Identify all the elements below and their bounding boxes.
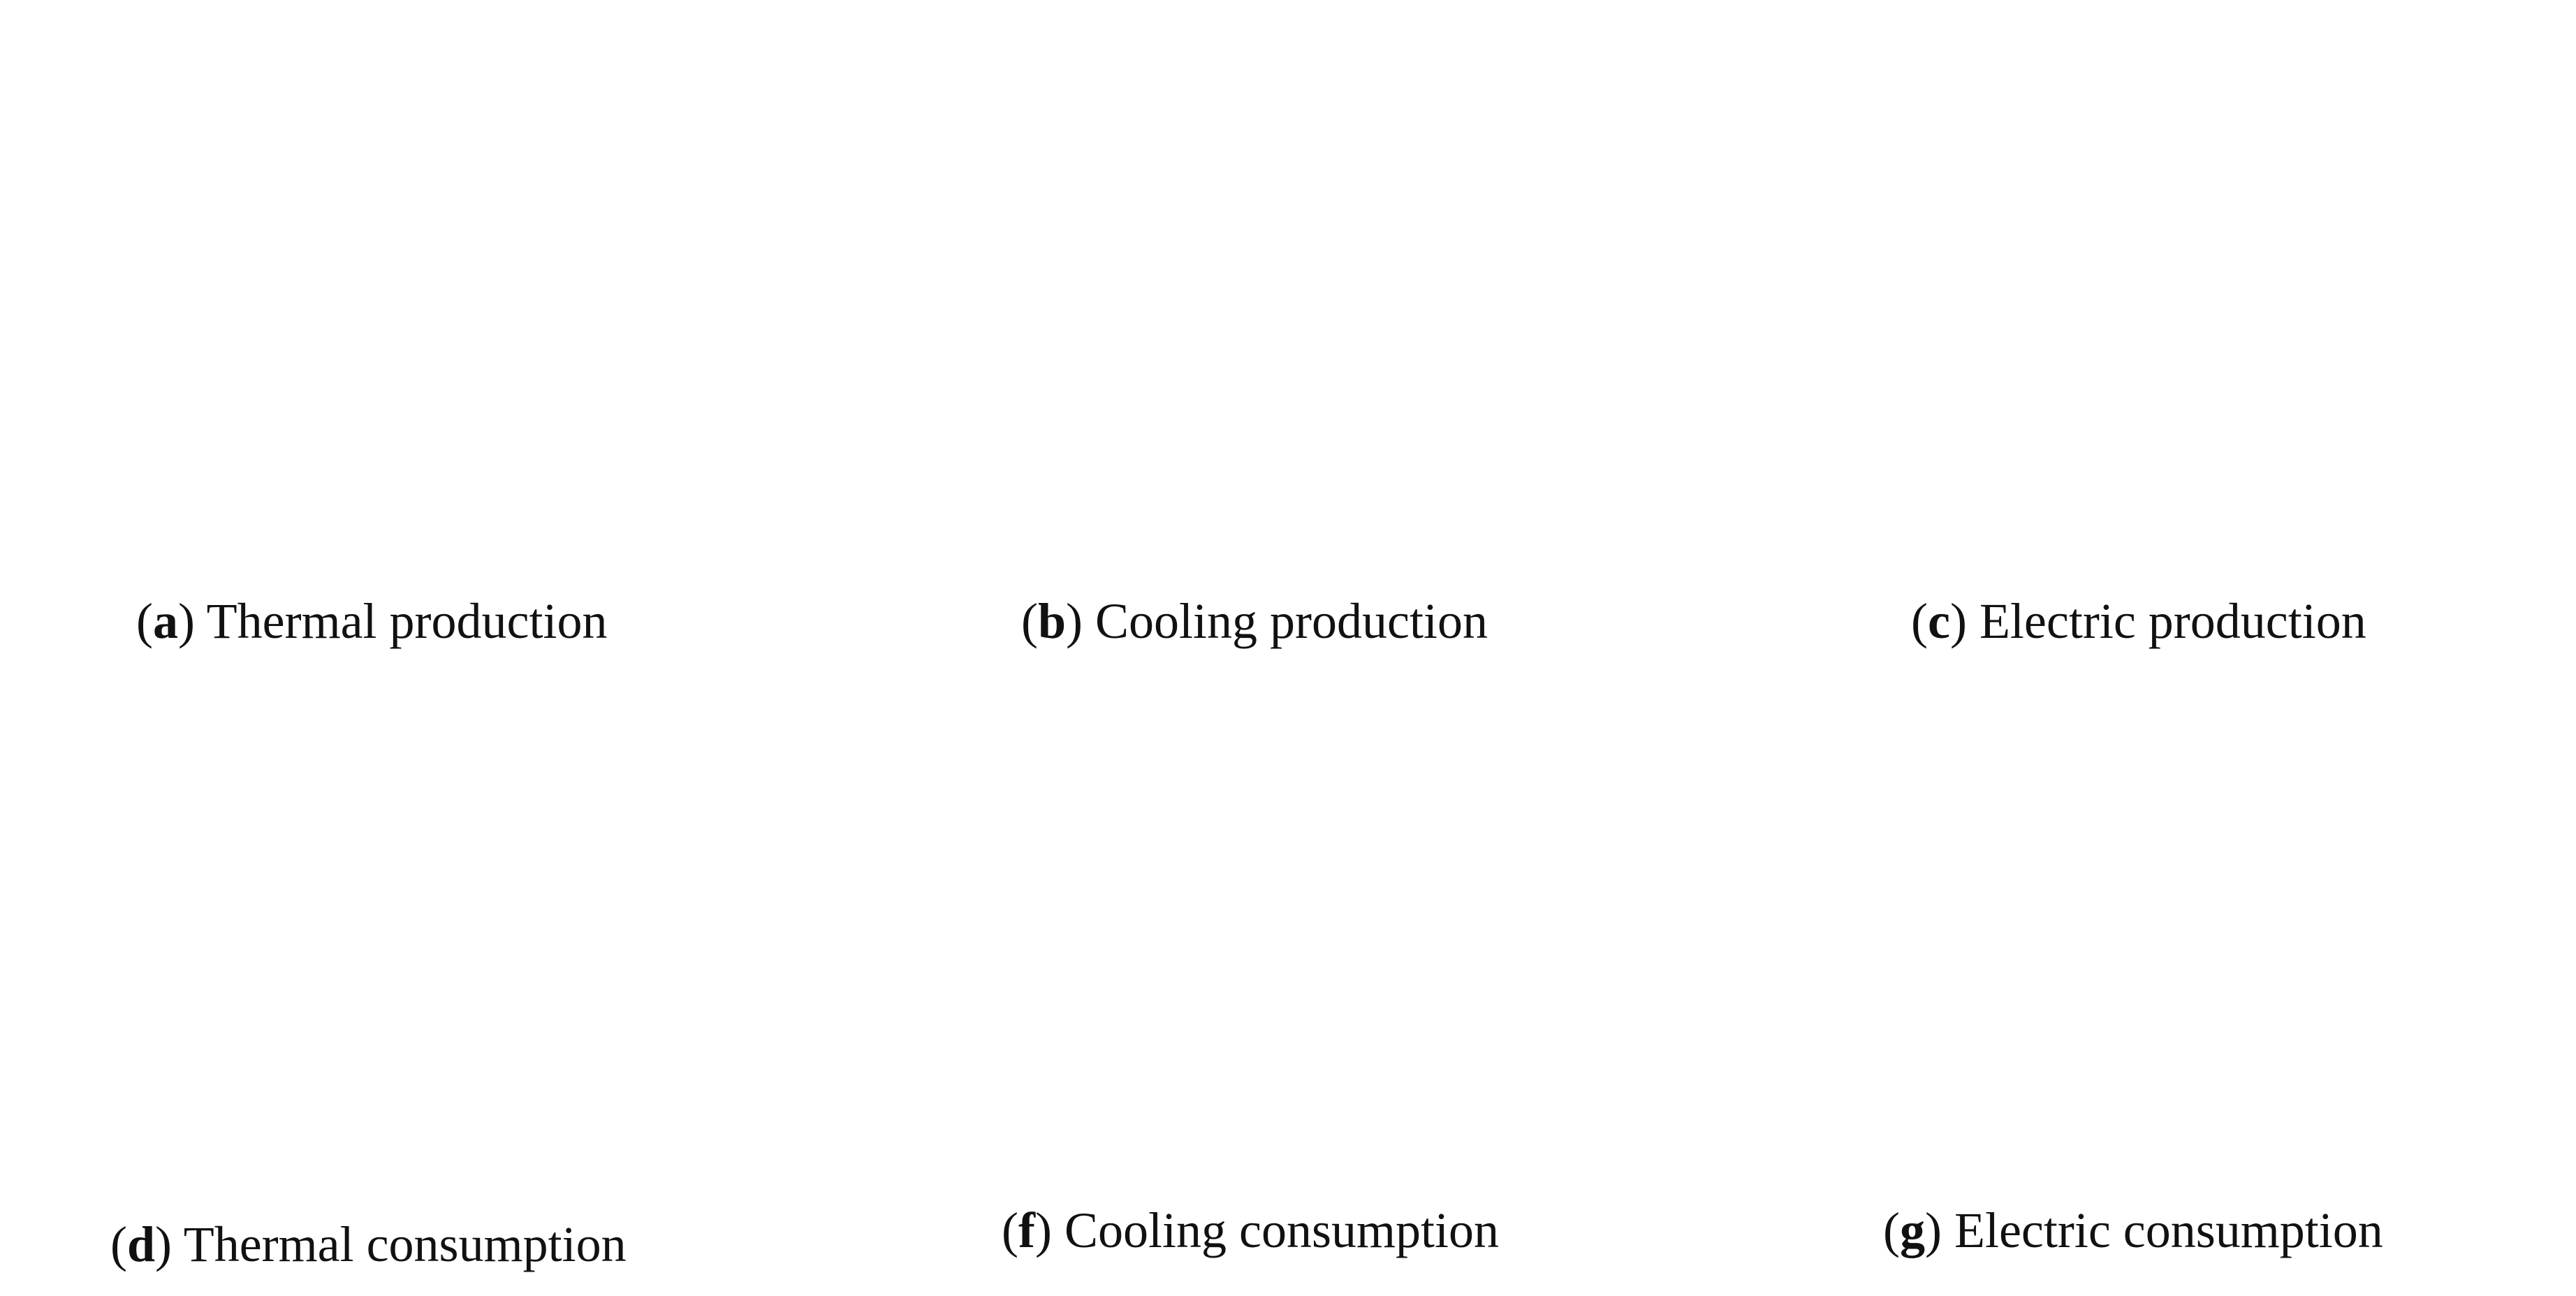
- caption-letter-d: d: [126, 1216, 156, 1272]
- caption-text-a: Thermal production: [206, 593, 608, 649]
- caption-text-d: Thermal consumption: [183, 1216, 627, 1272]
- caption-letter-b: b: [1037, 593, 1067, 649]
- chart-panel-g: (g) Electric consumption: [1717, 643, 2575, 1286]
- caption-letter-f: f: [1018, 1202, 1035, 1258]
- caption-g: (g) Electric consumption: [1883, 1202, 2383, 1258]
- chart-panel-b: (b) Cooling production: [858, 0, 1717, 649]
- caption-f: (f) Cooling consumption: [1002, 1202, 1499, 1258]
- chart-svg-d: [0, 643, 858, 1286]
- chart-svg-b: [858, 0, 1717, 643]
- caption-c: (c) Electric production: [1911, 593, 2366, 649]
- caption-letter-c: c: [1927, 593, 1950, 649]
- caption-text-c: Electric production: [1979, 593, 2366, 649]
- caption-text-f: Cooling consumption: [1064, 1202, 1499, 1258]
- chart-panel-d: (d) Thermal consumption: [0, 643, 858, 1286]
- chart-panel-f: (f) Cooling consumption: [858, 643, 1717, 1286]
- caption-text-b: Cooling production: [1095, 593, 1488, 649]
- caption-letter-a: a: [152, 593, 178, 649]
- caption-b: (b) Cooling production: [1021, 593, 1488, 649]
- caption-letter-g: g: [1899, 1202, 1925, 1258]
- caption-a: (a) Thermal production: [136, 593, 608, 649]
- chart-svg-a: [0, 0, 858, 643]
- chart-svg-f: [858, 643, 1717, 1286]
- chart-panel-a: (a) Thermal production: [0, 0, 858, 649]
- caption-d: (d) Thermal consumption: [110, 1216, 627, 1272]
- chart-panel-c: (c) Electric production: [1717, 0, 2575, 649]
- chart-svg-c: [1717, 0, 2575, 643]
- caption-text-g: Electric consumption: [1954, 1202, 2383, 1258]
- chart-svg-g: [1717, 643, 2575, 1286]
